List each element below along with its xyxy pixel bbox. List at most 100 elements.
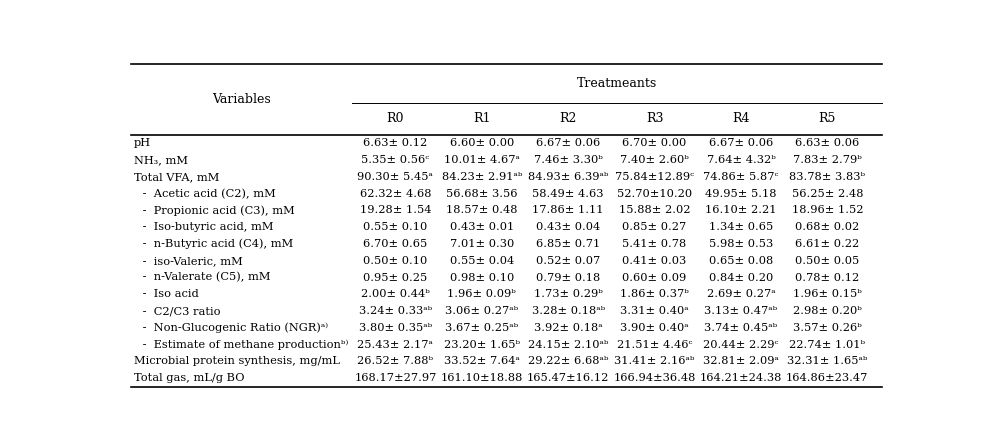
Text: 26.52± 7.88ᵇ: 26.52± 7.88ᵇ [357, 356, 434, 367]
Text: 6.61± 0.22: 6.61± 0.22 [795, 239, 859, 249]
Text: 1.96± 0.15ᵇ: 1.96± 0.15ᵇ [793, 289, 862, 299]
Text: 3.28± 0.18ᵃᵇ: 3.28± 0.18ᵃᵇ [531, 306, 605, 316]
Text: 17.86± 1.11: 17.86± 1.11 [532, 205, 604, 215]
Text: Total gas, mL/g BO: Total gas, mL/g BO [134, 373, 244, 383]
Text: 1.34± 0.65: 1.34± 0.65 [708, 222, 773, 232]
Text: 7.83± 2.79ᵇ: 7.83± 2.79ᵇ [793, 155, 862, 165]
Text: 168.17±27.97: 168.17±27.97 [354, 373, 437, 383]
Text: R4: R4 [732, 112, 750, 125]
Text: 0.60± 0.09: 0.60± 0.09 [623, 273, 687, 282]
Text: 3.80± 0.35ᵃᵇ: 3.80± 0.35ᵃᵇ [359, 323, 432, 333]
Text: 164.86±23.47: 164.86±23.47 [786, 373, 869, 383]
Text: 0.95± 0.25: 0.95± 0.25 [363, 273, 427, 282]
Text: -  Iso-butyric acid, mM: - Iso-butyric acid, mM [140, 222, 274, 232]
Text: 7.40± 2.60ᵇ: 7.40± 2.60ᵇ [620, 155, 689, 165]
Text: 3.24± 0.33ᵃᵇ: 3.24± 0.33ᵃᵇ [359, 306, 432, 316]
Text: 5.35± 0.56ᶜ: 5.35± 0.56ᶜ [361, 155, 430, 165]
Text: 29.22± 6.68ᵃᵇ: 29.22± 6.68ᵃᵇ [528, 356, 608, 367]
Text: 18.57± 0.48: 18.57± 0.48 [446, 205, 518, 215]
Text: Microbial protein synthesis, mg/mL: Microbial protein synthesis, mg/mL [134, 356, 339, 367]
Text: 0.41± 0.03: 0.41± 0.03 [623, 256, 687, 266]
Text: 32.81± 2.09ᵃ: 32.81± 2.09ᵃ [703, 356, 779, 367]
Text: 20.44± 2.29ᶜ: 20.44± 2.29ᶜ [704, 340, 778, 350]
Text: 0.50± 0.10: 0.50± 0.10 [363, 256, 427, 266]
Text: 52.70±10.20: 52.70±10.20 [617, 189, 692, 198]
Text: 7.46± 3.30ᵇ: 7.46± 3.30ᵇ [533, 155, 602, 165]
Text: NH₃, mM: NH₃, mM [134, 155, 188, 165]
Text: 21.51± 4.46ᶜ: 21.51± 4.46ᶜ [617, 340, 693, 350]
Text: R0: R0 [387, 112, 404, 125]
Text: 0.78± 0.12: 0.78± 0.12 [795, 273, 859, 282]
Text: Treatmeants: Treatmeants [577, 77, 657, 90]
Text: 3.57± 0.26ᵇ: 3.57± 0.26ᵇ [793, 323, 862, 333]
Text: 164.21±24.38: 164.21±24.38 [700, 373, 782, 383]
Text: 5.98± 0.53: 5.98± 0.53 [708, 239, 773, 249]
Text: 3.92± 0.18ᵃ: 3.92± 0.18ᵃ [534, 323, 602, 333]
Text: 3.13± 0.47ᵃᵇ: 3.13± 0.47ᵃᵇ [705, 306, 777, 316]
Text: 84.23± 2.91ᵃᵇ: 84.23± 2.91ᵃᵇ [442, 172, 523, 182]
Text: 15.88± 2.02: 15.88± 2.02 [619, 205, 691, 215]
Text: 0.43± 0.04: 0.43± 0.04 [536, 222, 600, 232]
Text: 165.47±16.12: 165.47±16.12 [527, 373, 609, 383]
Text: 74.86± 5.87ᶜ: 74.86± 5.87ᶜ [704, 172, 778, 182]
Text: 83.78± 3.83ᵇ: 83.78± 3.83ᵇ [789, 172, 865, 182]
Text: -  Acetic acid (C2), mM: - Acetic acid (C2), mM [140, 188, 277, 199]
Text: 161.10±18.88: 161.10±18.88 [441, 373, 523, 383]
Text: 7.01± 0.30: 7.01± 0.30 [450, 239, 514, 249]
Text: 75.84±12.89ᶜ: 75.84±12.89ᶜ [615, 172, 694, 182]
Text: -  Non-Glucogenic Ratio (NGR)ᵃ⁾: - Non-Glucogenic Ratio (NGR)ᵃ⁾ [140, 322, 329, 333]
Text: 0.84± 0.20: 0.84± 0.20 [708, 273, 773, 282]
Text: 6.70± 0.65: 6.70± 0.65 [363, 239, 427, 249]
Text: 1.96± 0.09ᵇ: 1.96± 0.09ᵇ [448, 289, 517, 299]
Text: 5.41± 0.78: 5.41± 0.78 [623, 239, 687, 249]
Text: 0.52± 0.07: 0.52± 0.07 [536, 256, 600, 266]
Text: -  n-Valerate (C5), mM: - n-Valerate (C5), mM [140, 273, 271, 283]
Text: 0.98± 0.10: 0.98± 0.10 [450, 273, 514, 282]
Text: 6.63± 0.12: 6.63± 0.12 [363, 138, 427, 148]
Text: 23.20± 1.65ᵇ: 23.20± 1.65ᵇ [444, 340, 520, 350]
Text: 56.68± 3.56: 56.68± 3.56 [446, 189, 518, 198]
Text: 6.67± 0.06: 6.67± 0.06 [536, 138, 600, 148]
Text: 2.69± 0.27ᵃ: 2.69± 0.27ᵃ [707, 289, 775, 299]
Text: -  Propionic acid (C3), mM: - Propionic acid (C3), mM [140, 205, 295, 216]
Text: 3.74± 0.45ᵃᵇ: 3.74± 0.45ᵃᵇ [705, 323, 777, 333]
Text: pH: pH [134, 138, 152, 148]
Text: -  iso-Valeric, mM: - iso-Valeric, mM [140, 256, 243, 266]
Text: 7.64± 4.32ᵇ: 7.64± 4.32ᵇ [707, 155, 775, 165]
Text: 84.93± 6.39ᵃᵇ: 84.93± 6.39ᵃᵇ [528, 172, 608, 182]
Text: 2.00± 0.44ᵇ: 2.00± 0.44ᵇ [361, 289, 430, 299]
Text: 0.68± 0.02: 0.68± 0.02 [795, 222, 859, 232]
Text: 49.95± 5.18: 49.95± 5.18 [706, 189, 776, 198]
Text: 6.63± 0.06: 6.63± 0.06 [795, 138, 859, 148]
Text: 0.50± 0.05: 0.50± 0.05 [795, 256, 859, 266]
Text: R2: R2 [560, 112, 577, 125]
Text: 0.85± 0.27: 0.85± 0.27 [623, 222, 687, 232]
Text: 22.74± 1.01ᵇ: 22.74± 1.01ᵇ [789, 340, 865, 350]
Text: -  Iso acid: - Iso acid [140, 289, 199, 299]
Text: 90.30± 5.45ᵃ: 90.30± 5.45ᵃ [357, 172, 433, 182]
Text: 18.96± 1.52: 18.96± 1.52 [791, 205, 863, 215]
Text: 32.31± 1.65ᵃᵇ: 32.31± 1.65ᵃᵇ [787, 356, 868, 367]
Text: 3.06± 0.27ᵃᵇ: 3.06± 0.27ᵃᵇ [445, 306, 519, 316]
Text: 6.67± 0.06: 6.67± 0.06 [708, 138, 773, 148]
Text: -  n-Butyric acid (C4), mM: - n-Butyric acid (C4), mM [140, 239, 294, 249]
Text: 0.79± 0.18: 0.79± 0.18 [536, 273, 600, 282]
Text: 31.41± 2.16ᵃᵇ: 31.41± 2.16ᵃᵇ [614, 356, 695, 367]
Text: 6.60± 0.00: 6.60± 0.00 [450, 138, 514, 148]
Text: -  Estimate of methane productionᵇ⁾: - Estimate of methane productionᵇ⁾ [140, 339, 349, 350]
Text: 10.01± 4.67ᵃ: 10.01± 4.67ᵃ [444, 155, 520, 165]
Text: 16.10± 2.21: 16.10± 2.21 [706, 205, 776, 215]
Text: 0.55± 0.04: 0.55± 0.04 [450, 256, 514, 266]
Text: Total VFA, mM: Total VFA, mM [134, 172, 219, 182]
Text: 62.32± 4.68: 62.32± 4.68 [360, 189, 431, 198]
Text: -  C2/C3 ratio: - C2/C3 ratio [140, 306, 221, 316]
Text: Variables: Variables [212, 93, 271, 106]
Text: 0.43± 0.01: 0.43± 0.01 [450, 222, 514, 232]
Text: 33.52± 7.64ᵃ: 33.52± 7.64ᵃ [444, 356, 520, 367]
Text: 24.15± 2.10ᵃᵇ: 24.15± 2.10ᵃᵇ [528, 340, 608, 350]
Text: 25.43± 2.17ᵃ: 25.43± 2.17ᵃ [357, 340, 433, 350]
Text: 56.25± 2.48: 56.25± 2.48 [791, 189, 863, 198]
Text: 166.94±36.48: 166.94±36.48 [613, 373, 696, 383]
Text: 58.49± 4.63: 58.49± 4.63 [532, 189, 604, 198]
Text: 2.98± 0.20ᵇ: 2.98± 0.20ᵇ [793, 306, 862, 316]
